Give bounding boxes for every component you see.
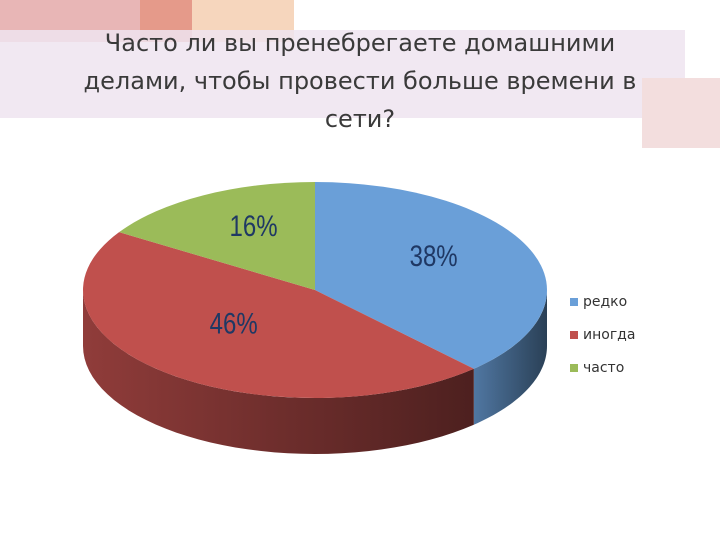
data-label: 16% <box>230 208 278 242</box>
decor <box>0 30 685 118</box>
legend-swatch <box>570 331 578 339</box>
decor <box>642 78 720 148</box>
legend-swatch <box>570 364 578 372</box>
legend-label: редко <box>583 294 627 310</box>
data-label: 38% <box>410 238 458 272</box>
chart-title: Часто ли вы пренебрегаете домашними дела… <box>83 29 637 133</box>
slice-side <box>83 290 474 454</box>
slice <box>83 232 474 398</box>
slice-side <box>473 290 547 425</box>
legend-swatch <box>570 298 578 306</box>
legend-label: иногда <box>583 327 635 343</box>
legend-label: часто <box>583 360 624 376</box>
slice <box>315 182 547 369</box>
slice <box>119 182 315 290</box>
data-label: 46% <box>210 306 258 340</box>
